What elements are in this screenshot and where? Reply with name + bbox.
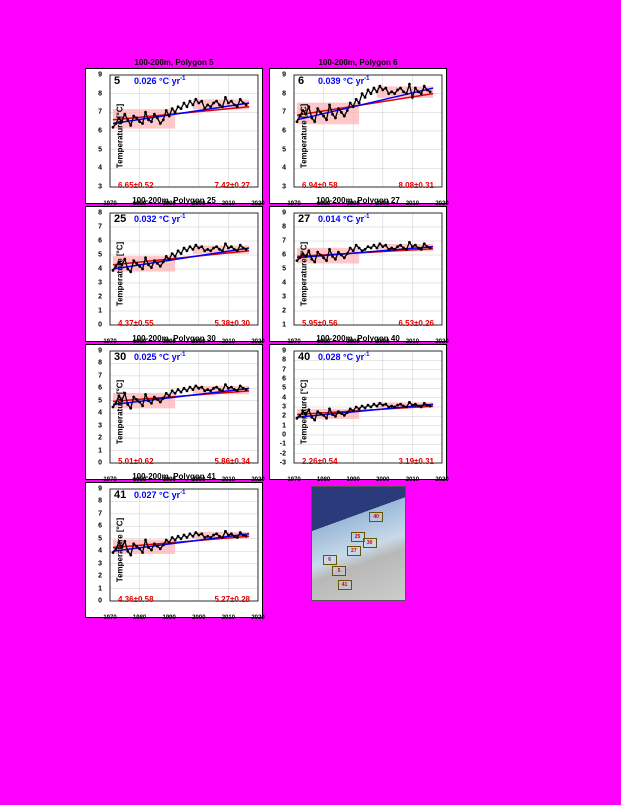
map-region-5: 5 [332, 566, 346, 576]
chart-panel-polygon-41: 100-200m, Polygon 41410.027 °C yr-14.36±… [85, 482, 263, 618]
chart-panel-polygon-27: 100-200m, Polygon 27270.014 °C yr-15.95±… [269, 206, 447, 342]
value-right: 3.19±0.31 [398, 457, 434, 466]
trend-label: 0.014 °C yr-1 [318, 214, 369, 224]
polygon-number: 41 [114, 489, 126, 501]
panel-title: 100-200m, Polygon 40 [270, 334, 446, 343]
y-axis-label: Temperature [°C] [300, 242, 309, 306]
trend-label: 0.026 °C yr-1 [134, 76, 185, 86]
polygon-number: 40 [298, 351, 310, 363]
value-left: 6.94±0.58 [302, 181, 338, 190]
y-axis-label: Temperature [°C] [116, 104, 125, 168]
y-axis-label: Temperature [°C] [116, 518, 125, 582]
map-region-41: 41 [338, 580, 352, 590]
panel-title: 100-200m, Polygon 25 [86, 196, 262, 205]
value-right: 5.27±0.28 [214, 595, 250, 604]
chart-panel-polygon-5: 100-200m, Polygon 550.026 °C yr-16.65±0.… [85, 68, 263, 204]
chart-panel-polygon-30: 100-200m, Polygon 30300.025 °C yr-15.01±… [85, 344, 263, 480]
trend-label: 0.032 °C yr-1 [134, 214, 185, 224]
map-region-6: 6 [323, 555, 337, 565]
polygon-number: 5 [114, 75, 120, 87]
map-region-40: 40 [369, 512, 383, 522]
map-region-27: 27 [347, 546, 361, 556]
y-axis-label: Temperature [°C] [300, 104, 309, 168]
inset-map: 562527304041 [269, 482, 447, 618]
trend-label: 0.028 °C yr-1 [318, 352, 369, 362]
value-left: 2.26±0.54 [302, 457, 338, 466]
polygon-number: 30 [114, 351, 126, 363]
panel-title: 100-200m, Polygon 41 [86, 472, 262, 481]
trend-label: 0.039 °C yr-1 [318, 76, 369, 86]
chart-panel-polygon-40: 100-200m, Polygon 40400.028 °C yr-12.26±… [269, 344, 447, 480]
panel-title: 100-200m, Polygon 30 [86, 334, 262, 343]
y-axis-label: Temperature [°C] [300, 380, 309, 444]
chart-panel-polygon-6: 100-200m, Polygon 660.039 °C yr-16.94±0.… [269, 68, 447, 204]
value-right: 7.42±0.27 [214, 181, 250, 190]
polygon-number: 27 [298, 213, 310, 225]
y-axis-label: Temperature [°C] [116, 242, 125, 306]
y-axis-label: Temperature [°C] [116, 380, 125, 444]
polygon-number: 25 [114, 213, 126, 225]
panel-title: 100-200m, Polygon 27 [270, 196, 446, 205]
chart-panel-polygon-25: 100-200m, Polygon 25250.032 °C yr-14.37±… [85, 206, 263, 342]
value-right: 5.86±0.34 [214, 457, 250, 466]
value-left: 5.95±0.56 [302, 319, 338, 328]
panel-title: 100-200m, Polygon 6 [270, 58, 446, 67]
value-left: 6.65±0.52 [118, 181, 154, 190]
trend-label: 0.027 °C yr-1 [134, 490, 185, 500]
value-left: 4.37±0.55 [118, 319, 154, 328]
value-left: 4.36±0.58 [118, 595, 154, 604]
trend-label: 0.025 °C yr-1 [134, 352, 185, 362]
map-region-30: 30 [363, 538, 377, 548]
value-left: 5.01±0.62 [118, 457, 154, 466]
value-right: 6.53±0.26 [398, 319, 434, 328]
value-right: 5.38±0.30 [214, 319, 250, 328]
panel-title: 100-200m, Polygon 5 [86, 58, 262, 67]
polygon-number: 6 [298, 75, 304, 87]
value-right: 8.08±0.31 [398, 181, 434, 190]
